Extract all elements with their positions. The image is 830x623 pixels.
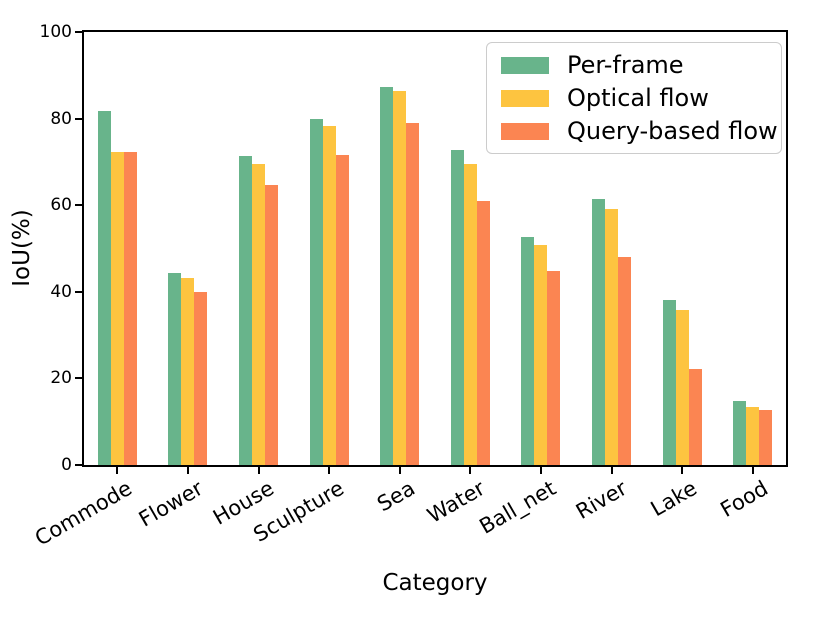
y-tick-label: 80: [50, 108, 72, 129]
y-tick-label: 60: [50, 195, 72, 216]
bar-per-frame-river: [592, 198, 605, 465]
x-tick-mark: [257, 467, 260, 474]
y-tick-mark: [75, 204, 82, 207]
y-axis-title: IoU(%): [9, 209, 35, 287]
x-tick-mark: [610, 467, 613, 474]
bar-optical-flow-flower: [181, 277, 195, 465]
x-tick-mark: [681, 467, 684, 474]
bar-per-frame-water: [450, 150, 464, 465]
y-tick-mark: [75, 290, 82, 293]
bar-query-based-flow-flower: [194, 292, 208, 465]
x-tick-mark: [398, 467, 401, 474]
y-tick-mark: [75, 377, 82, 380]
x-tick-mark: [469, 467, 472, 474]
bar-query-based-flow-lake: [688, 369, 702, 465]
bar-query-based-flow-sculpture: [335, 154, 349, 465]
legend-item-optical-flow: Optical flow: [501, 85, 767, 111]
bar-optical-flow-river: [605, 209, 618, 465]
bar-optical-flow-house: [252, 164, 265, 465]
plot-area: [82, 30, 788, 467]
y-tick-label: 40: [50, 281, 72, 302]
legend-swatch-per-frame-icon: [501, 56, 549, 74]
legend-item-query-based-flow: Query-based flow: [501, 118, 778, 144]
y-tick-mark: [75, 31, 82, 33]
bar-per-frame-ball_net: [521, 237, 535, 465]
legend-label: Query-based flow: [567, 117, 778, 145]
bar-query-based-flow-sea: [406, 122, 420, 465]
bar-per-frame-food: [733, 401, 747, 465]
y-tick-label: 100: [39, 22, 72, 42]
bar-per-frame-lake: [662, 299, 676, 465]
y-tick-label: 0: [61, 455, 72, 475]
legend-label: Optical flow: [567, 84, 709, 112]
bar-per-frame-flower: [168, 272, 182, 465]
bar-optical-flow-sea: [393, 91, 407, 465]
bar-query-based-flow-river: [618, 256, 631, 465]
legend: Per-frame Optical flow Query-based flow: [486, 42, 782, 154]
bar-query-based-flow-ball_net: [547, 271, 561, 465]
legend-label: Per-frame: [567, 51, 684, 79]
bar-query-based-flow-water: [476, 200, 490, 465]
x-axis-title: Category: [382, 570, 488, 596]
bar-optical-flow-lake: [675, 310, 689, 465]
x-tick-mark: [328, 467, 331, 474]
bar-optical-flow-commode: [110, 151, 124, 465]
legend-swatch-query-based-flow-icon: [501, 122, 549, 140]
y-tick-mark: [75, 464, 82, 466]
bar-optical-flow-ball_net: [534, 245, 548, 465]
y-tick-label: 20: [50, 368, 72, 389]
bar-optical-flow-food: [746, 406, 760, 465]
bar-per-frame-commode: [97, 110, 111, 465]
bar-optical-flow-sculpture: [322, 125, 336, 465]
bar-query-based-flow-commode: [123, 152, 137, 465]
bar-query-based-flow-house: [265, 184, 278, 465]
bar-query-based-flow-food: [759, 410, 773, 465]
legend-item-per-frame: Per-frame: [501, 52, 767, 78]
bar-per-frame-sea: [380, 86, 394, 465]
x-tick-mark: [116, 467, 119, 474]
bar-per-frame-house: [239, 155, 252, 465]
bar-per-frame-sculpture: [309, 118, 323, 465]
x-tick-mark: [751, 467, 754, 474]
x-tick-mark: [539, 467, 542, 474]
y-tick-mark: [75, 117, 82, 120]
bar-optical-flow-water: [463, 164, 477, 465]
legend-swatch-optical-flow-icon: [501, 89, 549, 107]
x-tick-mark: [186, 467, 189, 474]
